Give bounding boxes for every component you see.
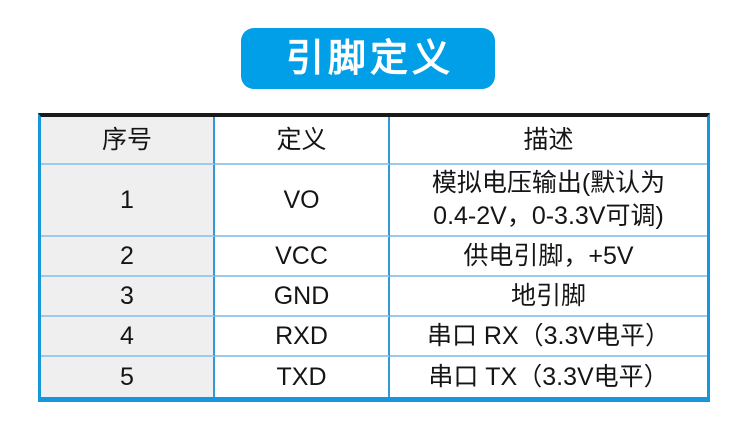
pin-number: 5 xyxy=(41,357,215,397)
pin-number: 2 xyxy=(41,237,215,277)
table-row: 3 GND 地引脚 xyxy=(41,277,707,317)
pin-number: 4 xyxy=(41,317,215,357)
pin-number: 3 xyxy=(41,277,215,317)
pin-definition: GND xyxy=(215,277,390,317)
page-title: 引脚定义 xyxy=(285,37,454,80)
pin-definition: RXD xyxy=(215,317,390,357)
pin-description: 串口 TX（3.3V电平） xyxy=(428,362,669,391)
table-row: 5 TXD 串口 TX（3.3V电平） xyxy=(41,357,707,397)
pin-definition: VCC xyxy=(215,237,390,277)
table-row: 1 VO 模拟电压输出(默认为 0.4-2V，0-3.3V可调) xyxy=(41,165,707,237)
pin-description: 地引脚 xyxy=(390,277,707,317)
col-header-definition: 定义 xyxy=(215,117,390,165)
col-header-description: 描述 xyxy=(390,117,707,165)
page-title-badge: 引脚定义 xyxy=(241,28,495,89)
pin-definition-table: 序号 定义 描述 1 VO 模拟电压输出(默认为 0.4-2V，0-3.3V可调… xyxy=(38,113,710,402)
pin-number: 1 xyxy=(41,165,215,237)
pin-description: 模拟电压输出(默认为 0.4-2V，0-3.3V可调) xyxy=(390,165,707,237)
table-header-row: 序号 定义 描述 xyxy=(41,117,707,165)
pin-definition: VO xyxy=(215,165,390,237)
pin-description: 供电引脚，+5V xyxy=(390,237,707,277)
table-row: 2 VCC 供电引脚，+5V xyxy=(41,237,707,277)
table-row: 4 RXD 串口 RX（3.3V电平） xyxy=(41,317,707,357)
pin-definition: TXD xyxy=(215,357,390,397)
pin-description: 串口 RX（3.3V电平） xyxy=(390,317,707,357)
col-header-number: 序号 xyxy=(41,117,215,165)
